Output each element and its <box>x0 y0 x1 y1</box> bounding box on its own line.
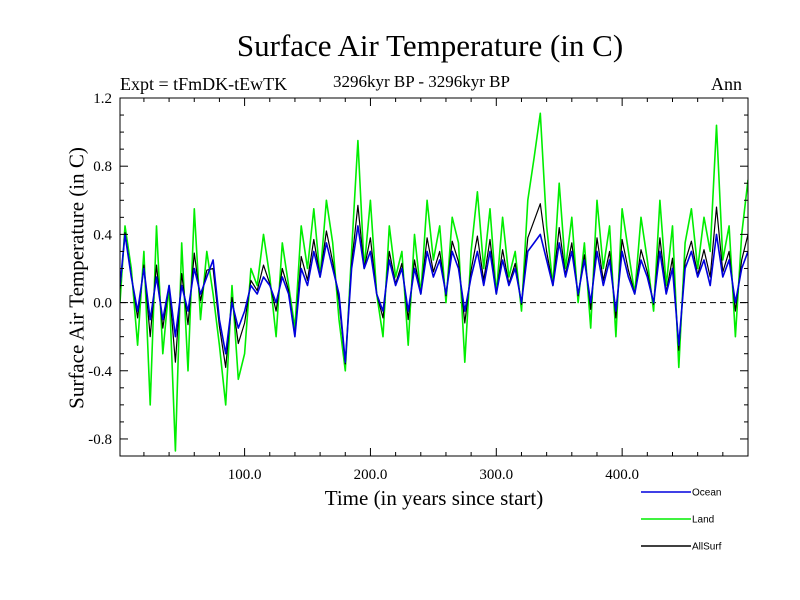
period-label: 3296kyr BP - 3296kyr BP <box>333 72 510 91</box>
plot-frame <box>119 97 749 457</box>
y-tick-label: -0.8 <box>88 432 112 448</box>
experiment-label: Expt = tFmDK-tEwTK <box>120 74 288 94</box>
legend-label-allsurf: AllSurf <box>692 542 722 553</box>
x-tick-label: 300.0 <box>479 467 513 483</box>
x-tick-label: 200.0 <box>354 467 388 483</box>
y-tick-label: 1.2 <box>93 91 112 107</box>
legend-label-land: Land <box>692 515 714 526</box>
y-tick-label: 0.4 <box>93 227 112 243</box>
series-line-ocean <box>120 225 748 364</box>
y-tick-label: -0.4 <box>88 364 112 380</box>
x-tick-label: 400.0 <box>605 467 639 483</box>
chart-title: Surface Air Temperature (in C) <box>236 28 624 63</box>
legend-label-ocean: Ocean <box>692 488 721 499</box>
series-line-allsurf <box>120 203 748 368</box>
series-line-land <box>120 112 748 452</box>
x-axis-label: Time (in years since start) <box>324 486 544 510</box>
y-tick-label: 0.8 <box>93 159 112 175</box>
y-tick-label: 0.0 <box>93 296 112 312</box>
x-tick-label: 100.0 <box>228 467 262 483</box>
series-group <box>120 112 748 452</box>
season-label: Ann <box>711 74 742 94</box>
